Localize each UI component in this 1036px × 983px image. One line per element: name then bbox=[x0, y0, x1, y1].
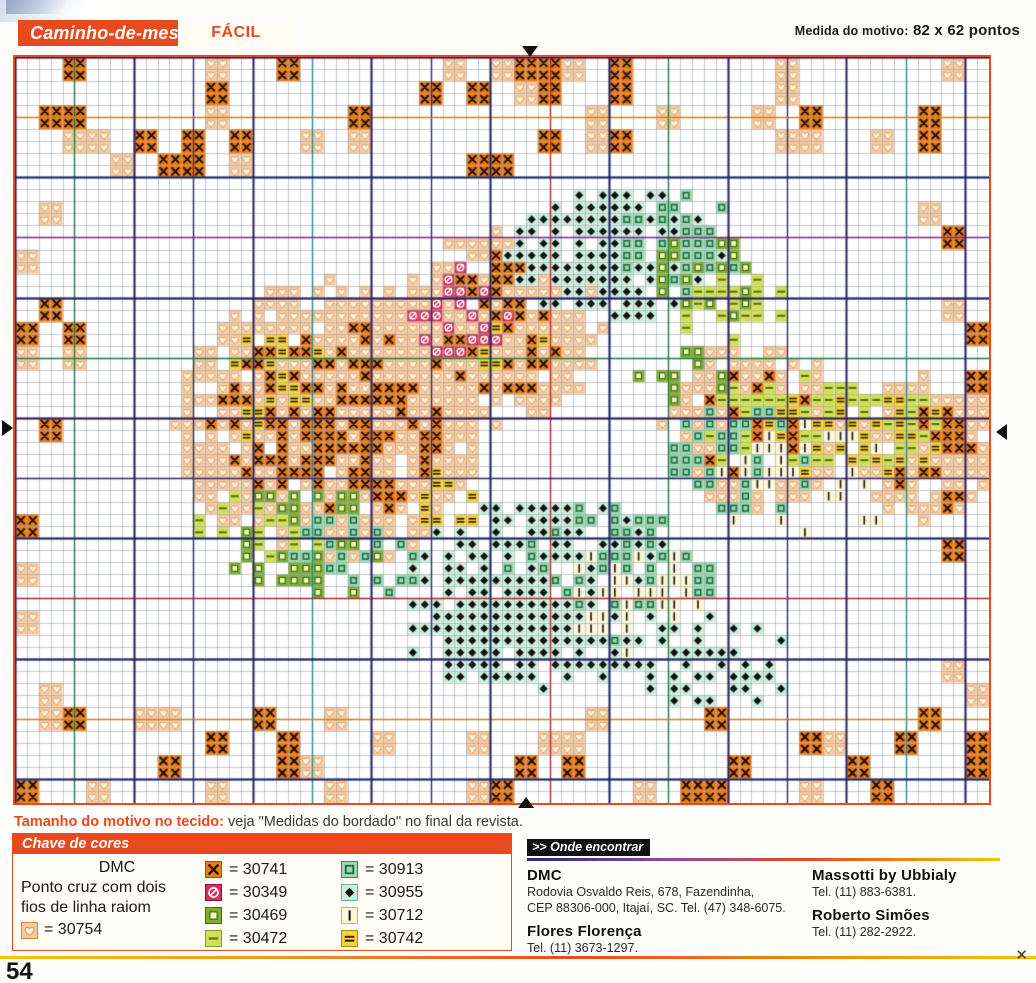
page-title: Caminho-de-mesa bbox=[18, 20, 204, 46]
key-entry-30712: = 30712 bbox=[341, 904, 423, 927]
symbol-slash-box-icon bbox=[205, 884, 222, 901]
key-code-30742: = 30742 bbox=[365, 929, 424, 947]
color-key-column-1: = 30741 = 30349 = 30469 = 30472 bbox=[205, 858, 287, 950]
store-name-dmc: DMC bbox=[527, 867, 562, 884]
color-key-column-2: = 30913 = 30955 = 30712 = 30742 bbox=[341, 858, 423, 950]
color-key-body: DMC Ponto cruz com dois fios de linha ra… bbox=[13, 854, 511, 950]
motif-measure: Medida do motivo: 82 x 62 pontos bbox=[795, 22, 1020, 39]
symbol-square-open-icon bbox=[341, 861, 358, 878]
page-number: 54 bbox=[6, 958, 33, 983]
color-key-description: DMC Ponto cruz com dois fios de linha ra… bbox=[21, 858, 201, 940]
center-marker-left-icon bbox=[2, 420, 13, 436]
key-code-30469: = 30469 bbox=[229, 906, 288, 924]
symbol-bar-icon bbox=[341, 907, 358, 924]
fabric-size-note-label: Tamanho do motivo no tecido: bbox=[14, 814, 224, 830]
dmc-label: DMC bbox=[98, 859, 136, 876]
symbol-equals-icon bbox=[341, 930, 358, 947]
footer-divider bbox=[0, 956, 1036, 959]
store-phone-flores-florenca: Tel. (11) 3673-1297. bbox=[527, 941, 638, 955]
key-code-30349: = 30349 bbox=[229, 883, 288, 901]
page-header: Caminho-de-mesa FÁCIL Medida do motivo: … bbox=[0, 20, 1036, 52]
stitch-description-line1: Ponto cruz com dois bbox=[21, 879, 166, 896]
chart-grid-canvas bbox=[15, 57, 989, 803]
key-entry-30913: = 30913 bbox=[341, 858, 423, 881]
store-name-massotti: Massotti by Ubbialy bbox=[812, 867, 957, 884]
motif-measure-label: Medida do motivo: bbox=[794, 24, 909, 38]
store-phone-massotti: Tel. (11) 883-6381. bbox=[812, 885, 916, 899]
symbol-dash-icon bbox=[205, 930, 222, 947]
color-key-panel: Chave de cores DMC Ponto cruz com dois f… bbox=[12, 833, 512, 951]
where-to-find-section: >> Onde encontrar DMC Rodovia Osvaldo Re… bbox=[527, 838, 1027, 958]
motif-measure-value: 82 x 62 pontos bbox=[912, 22, 1020, 39]
symbol-x-icon bbox=[205, 861, 222, 878]
key-code-30754: = 30754 bbox=[44, 921, 103, 938]
cross-stitch-chart bbox=[13, 55, 991, 805]
store-name-flores-florenca: Flores Florença bbox=[527, 923, 642, 940]
store-name-roberto-simoes: Roberto Simões bbox=[812, 907, 930, 924]
page-corner-decoration-accent bbox=[6, 0, 66, 14]
center-marker-bottom-icon bbox=[518, 797, 534, 808]
key-entry-30472: = 30472 bbox=[205, 927, 287, 950]
key-code-30472: = 30472 bbox=[229, 929, 288, 947]
where-tag-label: Onde encontrar bbox=[550, 840, 644, 854]
center-marker-right-icon bbox=[996, 424, 1007, 440]
where-to-find-divider bbox=[527, 858, 1000, 861]
where-to-find-tag: >> Onde encontrar bbox=[527, 839, 651, 856]
where-column-left: DMC Rodovia Osvaldo Reis, 678, Fazendinh… bbox=[527, 867, 802, 956]
symbol-square-icon bbox=[205, 907, 222, 924]
key-entry-30469: = 30469 bbox=[205, 904, 287, 927]
color-key-heading: Chave de cores bbox=[13, 834, 511, 854]
store-address-dmc-line1: Rodovia Osvaldo Reis, 678, Fazendinha, bbox=[527, 885, 755, 899]
key-entry-30742: = 30742 bbox=[341, 927, 423, 950]
difficulty-badge: FÁCIL bbox=[178, 20, 294, 46]
symbol-diamond-icon bbox=[341, 884, 358, 901]
key-code-30913: = 30913 bbox=[365, 860, 424, 878]
close-icon[interactable]: ✕ bbox=[1015, 947, 1028, 964]
stitch-description-line2: fios de linha raiom bbox=[21, 899, 151, 916]
fabric-size-note: Tamanho do motivo no tecido: veja "Medid… bbox=[14, 814, 1024, 830]
store-address-dmc-line2: CEP 88306-000, Itajaí, SC. Tel. (47) 348… bbox=[527, 901, 786, 915]
center-marker-top-icon bbox=[522, 46, 538, 57]
where-arrows: >> bbox=[532, 840, 547, 854]
where-column-right: Massotti by Ubbialy Tel. (11) 883-6381. … bbox=[812, 867, 1027, 940]
key-code-30741: = 30741 bbox=[229, 860, 288, 878]
key-code-30955: = 30955 bbox=[365, 883, 424, 901]
key-entry-30741: = 30741 bbox=[205, 858, 287, 881]
key-code-30712: = 30712 bbox=[365, 906, 424, 924]
key-entry-30754: = 30754 bbox=[21, 920, 201, 940]
fabric-size-note-text: veja "Medidas do bordado" no final da re… bbox=[223, 814, 523, 830]
store-phone-roberto-simoes: Tel. (11) 282-2922. bbox=[812, 925, 916, 939]
symbol-heart-icon bbox=[21, 921, 38, 939]
key-entry-30349: = 30349 bbox=[205, 881, 287, 904]
key-entry-30955: = 30955 bbox=[341, 881, 423, 904]
